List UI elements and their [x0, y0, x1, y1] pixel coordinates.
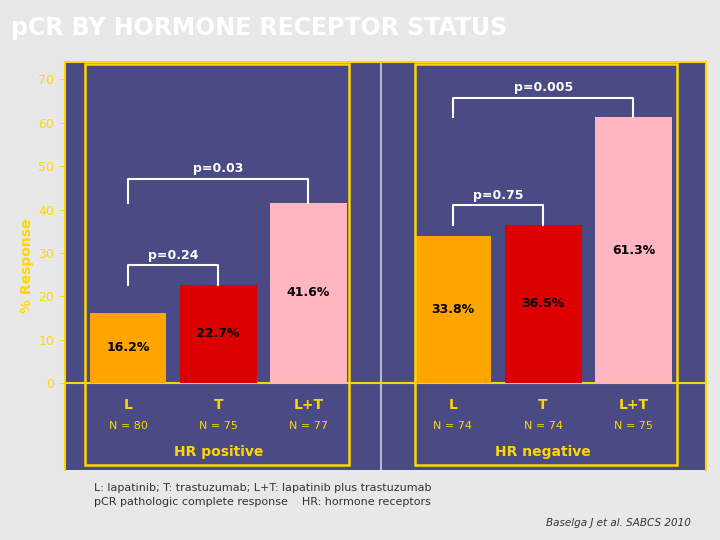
Bar — [595, 117, 672, 383]
Text: p=0.03: p=0.03 — [193, 163, 243, 176]
Text: 33.8%: 33.8% — [431, 303, 474, 316]
Text: 16.2%: 16.2% — [107, 341, 150, 354]
Text: N = 74: N = 74 — [523, 421, 562, 431]
Text: 22.7%: 22.7% — [197, 327, 240, 340]
Text: HR positive: HR positive — [174, 446, 263, 460]
Text: N = 75: N = 75 — [199, 421, 238, 431]
Text: p=0.75: p=0.75 — [473, 189, 523, 202]
Text: 61.3%: 61.3% — [612, 244, 655, 256]
Y-axis label: % Response: % Response — [20, 219, 35, 313]
Text: T: T — [213, 398, 223, 411]
Text: L+T: L+T — [294, 398, 323, 411]
Bar — [180, 285, 256, 383]
Text: pCR pathologic complete response    HR: hormone receptors: pCR pathologic complete response HR: hor… — [94, 497, 431, 507]
Bar — [415, 237, 491, 383]
Text: Baselga J et al. SABCS 2010: Baselga J et al. SABCS 2010 — [546, 518, 691, 529]
Text: L: L — [449, 398, 457, 411]
Bar — [505, 225, 582, 383]
Text: L+T: L+T — [618, 398, 649, 411]
Text: HR negative: HR negative — [495, 446, 591, 460]
Text: N = 75: N = 75 — [614, 421, 653, 431]
Text: p=0.005: p=0.005 — [513, 81, 573, 94]
Bar — [89, 313, 166, 383]
Bar — [415, 64, 677, 465]
Text: pCR BY HORMONE RECEPTOR STATUS: pCR BY HORMONE RECEPTOR STATUS — [11, 16, 507, 40]
Text: N = 74: N = 74 — [433, 421, 472, 431]
Text: 36.5%: 36.5% — [521, 298, 564, 310]
Bar — [85, 64, 349, 465]
Text: T: T — [539, 398, 548, 411]
Text: 41.6%: 41.6% — [287, 286, 330, 299]
Text: p=0.24: p=0.24 — [148, 248, 198, 261]
Text: N = 80: N = 80 — [109, 421, 148, 431]
Text: L: lapatinib; T: trastuzumab; L+T: lapatinib plus trastuzumab: L: lapatinib; T: trastuzumab; L+T: lapat… — [94, 483, 431, 494]
Text: L: L — [124, 398, 132, 411]
Text: N = 77: N = 77 — [289, 421, 328, 431]
Bar — [270, 202, 347, 383]
